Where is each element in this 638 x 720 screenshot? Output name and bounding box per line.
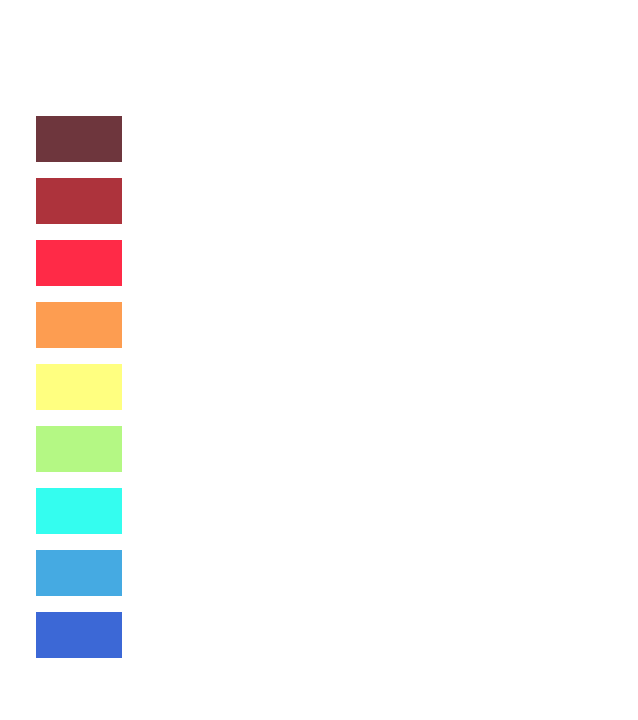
color-swatch [36,426,122,472]
color-swatch [36,364,122,410]
color-swatch [36,178,122,224]
color-swatch [36,488,122,534]
color-swatch [36,612,122,658]
color-swatch-list [36,116,122,658]
color-swatch [36,550,122,596]
color-swatch [36,302,122,348]
color-swatch [36,240,122,286]
color-swatch [36,116,122,162]
